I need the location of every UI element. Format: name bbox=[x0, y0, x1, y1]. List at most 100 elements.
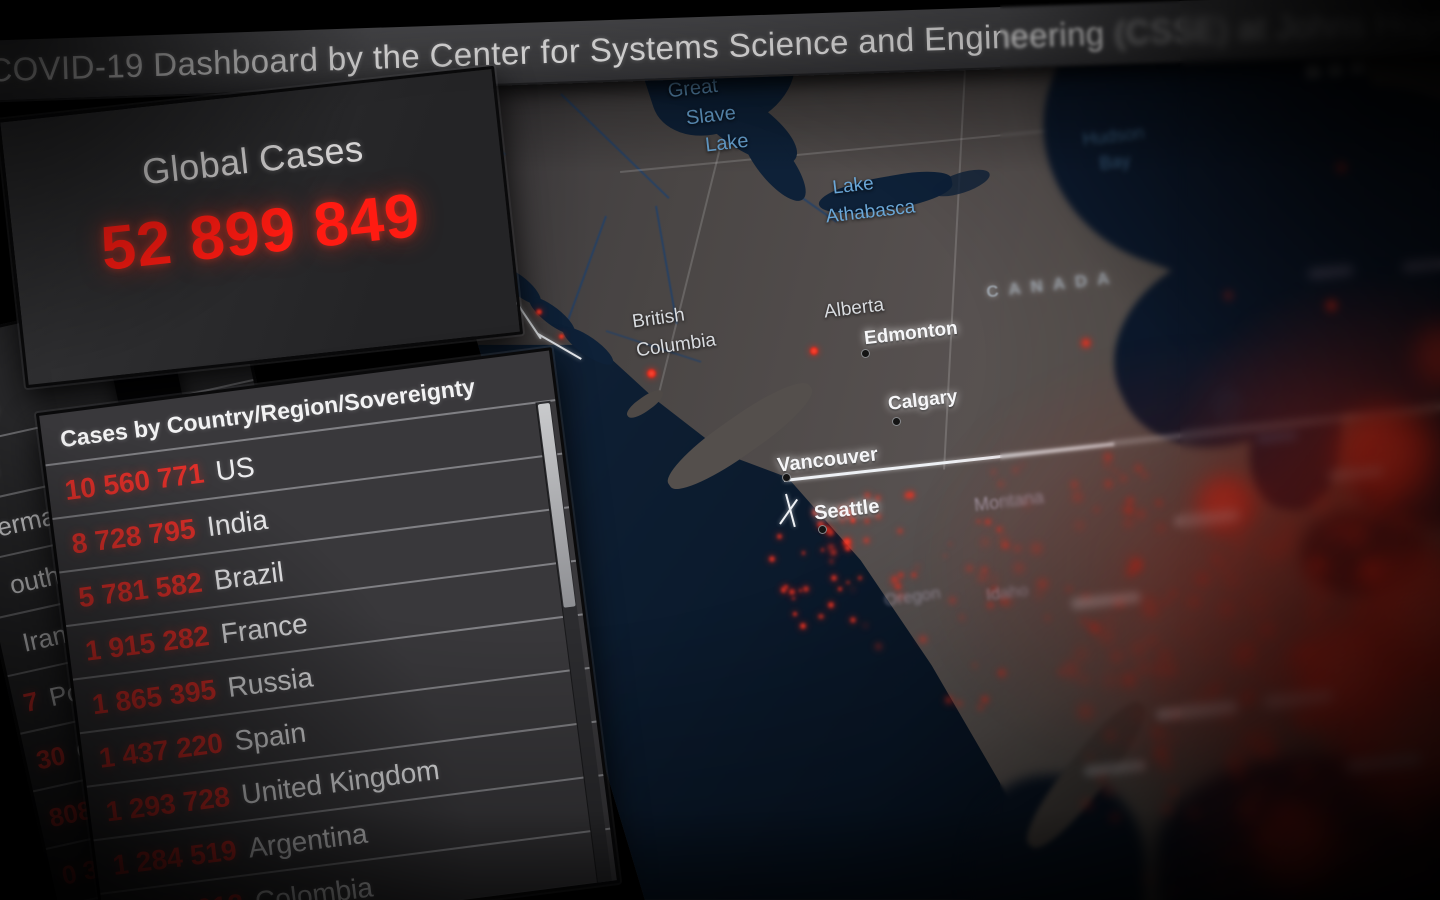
case-dot bbox=[776, 534, 782, 539]
case-dot bbox=[810, 347, 818, 355]
case-dot bbox=[1134, 562, 1141, 570]
case-dot bbox=[1127, 497, 1133, 504]
case-dot bbox=[1102, 787, 1110, 795]
case-dot bbox=[1412, 830, 1423, 841]
case-dot bbox=[1350, 864, 1355, 869]
case-dot bbox=[916, 565, 919, 569]
case-dot bbox=[1154, 666, 1162, 674]
case-dot bbox=[780, 587, 787, 593]
case-dot bbox=[1160, 653, 1165, 658]
case-dot bbox=[1256, 805, 1336, 885]
case-dot bbox=[1125, 520, 1132, 526]
case-dot bbox=[976, 519, 980, 524]
case-dot bbox=[1078, 650, 1085, 658]
case-dot bbox=[1135, 465, 1141, 471]
case-dot bbox=[850, 616, 857, 623]
case-dot bbox=[1080, 707, 1091, 717]
case-dot bbox=[985, 519, 991, 525]
case-dot bbox=[1094, 627, 1100, 632]
case-dot bbox=[1307, 563, 1317, 573]
map-toolbar-button[interactable] bbox=[1327, 61, 1344, 77]
case-dot bbox=[1341, 410, 1431, 500]
case-dot bbox=[1102, 631, 1112, 641]
case-dot bbox=[646, 368, 656, 378]
case-dot bbox=[1413, 819, 1420, 826]
case-dot bbox=[1232, 722, 1238, 727]
case-dot bbox=[837, 586, 842, 591]
case-dot bbox=[1311, 573, 1318, 580]
case-dot bbox=[1163, 805, 1172, 814]
case-dot bbox=[973, 664, 977, 667]
case-dot bbox=[1126, 676, 1133, 682]
case-dot bbox=[1143, 473, 1147, 478]
case-dot bbox=[1353, 577, 1358, 583]
case-dot bbox=[1114, 469, 1117, 473]
case-dot bbox=[1268, 549, 1277, 559]
case-dot bbox=[1165, 665, 1176, 675]
case-dot bbox=[1065, 665, 1076, 675]
case-dot bbox=[1319, 783, 1327, 791]
case-dot bbox=[898, 573, 903, 578]
case-dot bbox=[1326, 738, 1337, 748]
case-dot bbox=[1220, 566, 1226, 572]
case-dot bbox=[1106, 731, 1115, 740]
case-dot bbox=[1298, 765, 1310, 778]
case-dot bbox=[1264, 670, 1273, 679]
case-dot bbox=[960, 615, 964, 620]
calgary-dot bbox=[892, 417, 901, 426]
case-dot bbox=[991, 470, 996, 474]
case-dot bbox=[1313, 588, 1327, 602]
case-dot bbox=[1170, 590, 1176, 596]
case-dot bbox=[789, 588, 796, 595]
map-toolbar-button[interactable] bbox=[1305, 63, 1322, 79]
edmonton-dot bbox=[861, 349, 870, 358]
case-dot bbox=[1411, 521, 1423, 532]
case-dot bbox=[1146, 606, 1156, 616]
case-dot bbox=[830, 574, 838, 582]
cases-by-country-panel: Cases by Country/Region/Sovereignty 10 5… bbox=[35, 347, 621, 900]
case-dot bbox=[1157, 501, 1161, 505]
case-dot bbox=[536, 309, 542, 315]
case-dot bbox=[1033, 545, 1041, 553]
case-dot bbox=[1171, 889, 1178, 895]
case-dot bbox=[1236, 774, 1242, 780]
case-dot bbox=[1066, 586, 1071, 591]
case-dot bbox=[1146, 876, 1152, 882]
case-dot bbox=[1310, 607, 1321, 618]
case-dot bbox=[1243, 797, 1255, 809]
case-dot bbox=[1071, 481, 1077, 487]
case-dot bbox=[1236, 540, 1244, 547]
case-dot bbox=[864, 538, 869, 544]
case-dot bbox=[1058, 671, 1062, 675]
case-dot bbox=[998, 669, 1005, 676]
case-dot bbox=[1190, 809, 1198, 818]
case-dot bbox=[1190, 598, 1198, 605]
case-dot bbox=[830, 559, 834, 563]
case-dot bbox=[1198, 477, 1254, 533]
case-dot bbox=[1159, 687, 1163, 691]
case-dot bbox=[803, 586, 809, 592]
lake-athabasca-label: Lake Athabasca bbox=[824, 173, 917, 228]
case-dot bbox=[1110, 789, 1115, 794]
case-dot bbox=[999, 482, 1004, 487]
case-dot bbox=[1229, 578, 1236, 585]
case-dot bbox=[1259, 727, 1272, 740]
case-dot bbox=[1081, 677, 1087, 683]
case-dot bbox=[1001, 538, 1006, 543]
case-dot bbox=[1254, 568, 1259, 573]
case-dot bbox=[1105, 481, 1112, 487]
case-dot bbox=[1237, 649, 1251, 663]
case-dot bbox=[1112, 814, 1118, 820]
map-toolbar-button[interactable] bbox=[1349, 59, 1366, 75]
case-dot bbox=[1203, 648, 1208, 653]
case-dot bbox=[558, 333, 564, 339]
case-dot bbox=[828, 602, 834, 608]
case-dot bbox=[846, 580, 850, 585]
case-dot bbox=[1106, 677, 1114, 684]
case-dot bbox=[1083, 800, 1092, 809]
case-dot bbox=[1369, 505, 1381, 518]
case-dot bbox=[1225, 292, 1231, 298]
case-dot bbox=[1352, 519, 1362, 529]
case-dot bbox=[1016, 565, 1023, 572]
